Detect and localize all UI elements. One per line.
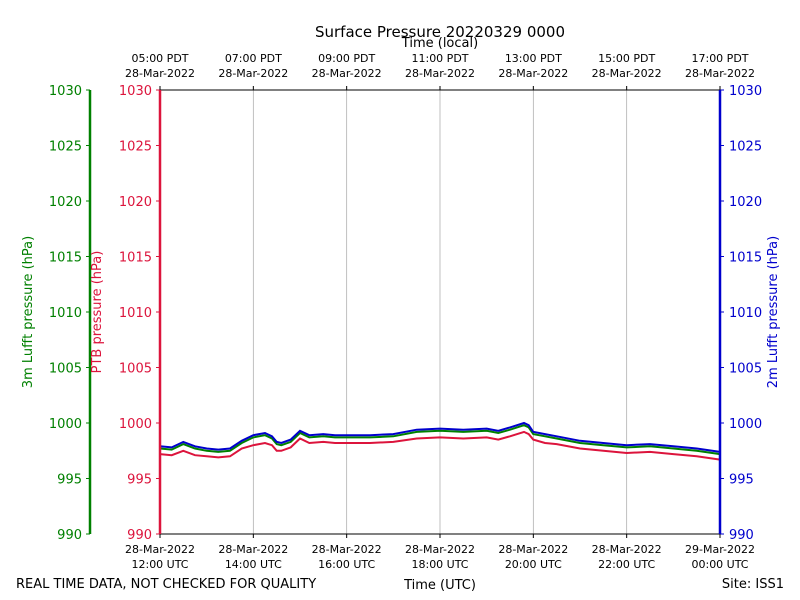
ptb-axis-tick-label: 1025 (119, 140, 152, 155)
ptb-axis-tick-label: 1010 (119, 306, 152, 321)
ptb-axis-tick-label: 1020 (119, 195, 152, 210)
2m-lufft-axis-tick-label: 995 (729, 473, 754, 488)
top-axis-label: Time (local) (401, 36, 478, 51)
2m-lufft-axis-tick-label: 1030 (729, 84, 762, 99)
3m-lufft-axis-tick-label: 1025 (49, 140, 82, 155)
3m-lufft-axis-tick-label: 1000 (49, 417, 82, 432)
top-tick-local-time: 11:00 PDT (411, 52, 468, 65)
ptb-axis-tick-label: 1005 (119, 362, 152, 377)
3m-lufft-axis-tick-label: 1020 (49, 195, 82, 210)
top-tick-date: 28-Mar-2022 (218, 67, 288, 80)
series-lines (159, 421, 721, 461)
top-tick-date: 28-Mar-2022 (125, 67, 195, 80)
x-tick-date: 28-Mar-2022 (312, 543, 382, 556)
2m-lufft-axis-label: 2m Lufft pressure (hPa) (766, 236, 781, 388)
ptb-axis-label: PTB pressure (hPa) (90, 251, 105, 374)
2m-lufft-axis-tick-label: 1015 (729, 251, 762, 266)
series-line-3m-lufft (159, 424, 721, 456)
x-tick-time: 20:00 UTC (505, 558, 562, 571)
x-tick-time: 14:00 UTC (225, 558, 282, 571)
2m-lufft-axis-tick-label: 1005 (729, 362, 762, 377)
ptb-axis-tick-label: 1015 (119, 251, 152, 266)
top-tick-local-time: 13:00 PDT (505, 52, 562, 65)
x-tick-date: 28-Mar-2022 (498, 543, 568, 556)
x-tick-time: 12:00 UTC (131, 558, 188, 571)
top-tick-date: 28-Mar-2022 (592, 67, 662, 80)
3m-lufft-axis-tick-label: 995 (57, 473, 82, 488)
top-tick-local-time: 05:00 PDT (131, 52, 188, 65)
3m-lufft-axis-tick-label: 1030 (49, 84, 82, 99)
x-tick-time: 16:00 UTC (318, 558, 375, 571)
2m-lufft-axis-tick-label: 1000 (729, 417, 762, 432)
3m-lufft-axis-label: 3m Lufft pressure (hPa) (21, 236, 36, 388)
top-tick-date: 28-Mar-2022 (685, 67, 755, 80)
x-ticks: 28-Mar-2022 12:00 UTC 28-Mar-2022 14:00 UTC… (125, 52, 755, 571)
chart-title: Surface Pressure 20220329 0000 (315, 23, 565, 41)
2m-lufft-axis-tick-label: 1010 (729, 306, 762, 321)
top-tick-local-time: 17:00 PDT (691, 52, 748, 65)
2m-lufft-axis-tick-label: 990 (729, 528, 754, 543)
ptb-axis-tick-label: 1030 (119, 84, 152, 99)
series-line-ptb (159, 430, 721, 461)
bottom-axis-label: Time (UTC) (403, 578, 476, 593)
top-tick-local-time: 07:00 PDT (225, 52, 282, 65)
top-tick-local-time: 09:00 PDT (318, 52, 375, 65)
x-tick-time: 22:00 UTC (598, 558, 655, 571)
top-tick-local-time: 15:00 PDT (598, 52, 655, 65)
top-tick-date: 28-Mar-2022 (498, 67, 568, 80)
top-tick-date: 28-Mar-2022 (405, 67, 475, 80)
ptb-axis-tick-label: 1000 (119, 417, 152, 432)
x-tick-date: 29-Mar-2022 (685, 543, 755, 556)
ptb-axis-tick-label: 990 (127, 528, 152, 543)
x-tick-time: 18:00 UTC (411, 558, 468, 571)
x-tick-date: 28-Mar-2022 (218, 543, 288, 556)
site-label: Site: ISS1 (722, 577, 784, 592)
series-line-2m-lufft (159, 421, 721, 453)
2m-lufft-axis-tick-label: 1020 (729, 195, 762, 210)
x-tick-time: 00:00 UTC (691, 558, 748, 571)
y-axes: 990 995 1000 1005 1010 1015 1020 1025 1030 3m Luf… (21, 84, 781, 543)
x-tick-date: 28-Mar-2022 (405, 543, 475, 556)
top-tick-date: 28-Mar-2022 (312, 67, 382, 80)
x-tick-date: 28-Mar-2022 (125, 543, 195, 556)
x-tick-date: 28-Mar-2022 (592, 543, 662, 556)
grid-lines (252, 90, 628, 534)
3m-lufft-axis-tick-label: 1010 (49, 306, 82, 321)
2m-lufft-axis-tick-label: 1025 (729, 140, 762, 155)
3m-lufft-axis-tick-label: 1015 (49, 251, 82, 266)
quality-disclaimer: REAL TIME DATA, NOT CHECKED FOR QUALITY (16, 577, 316, 592)
ptb-axis-tick-label: 995 (127, 473, 152, 488)
3m-lufft-axis-tick-label: 990 (57, 528, 82, 543)
3m-lufft-axis-tick-label: 1005 (49, 362, 82, 377)
